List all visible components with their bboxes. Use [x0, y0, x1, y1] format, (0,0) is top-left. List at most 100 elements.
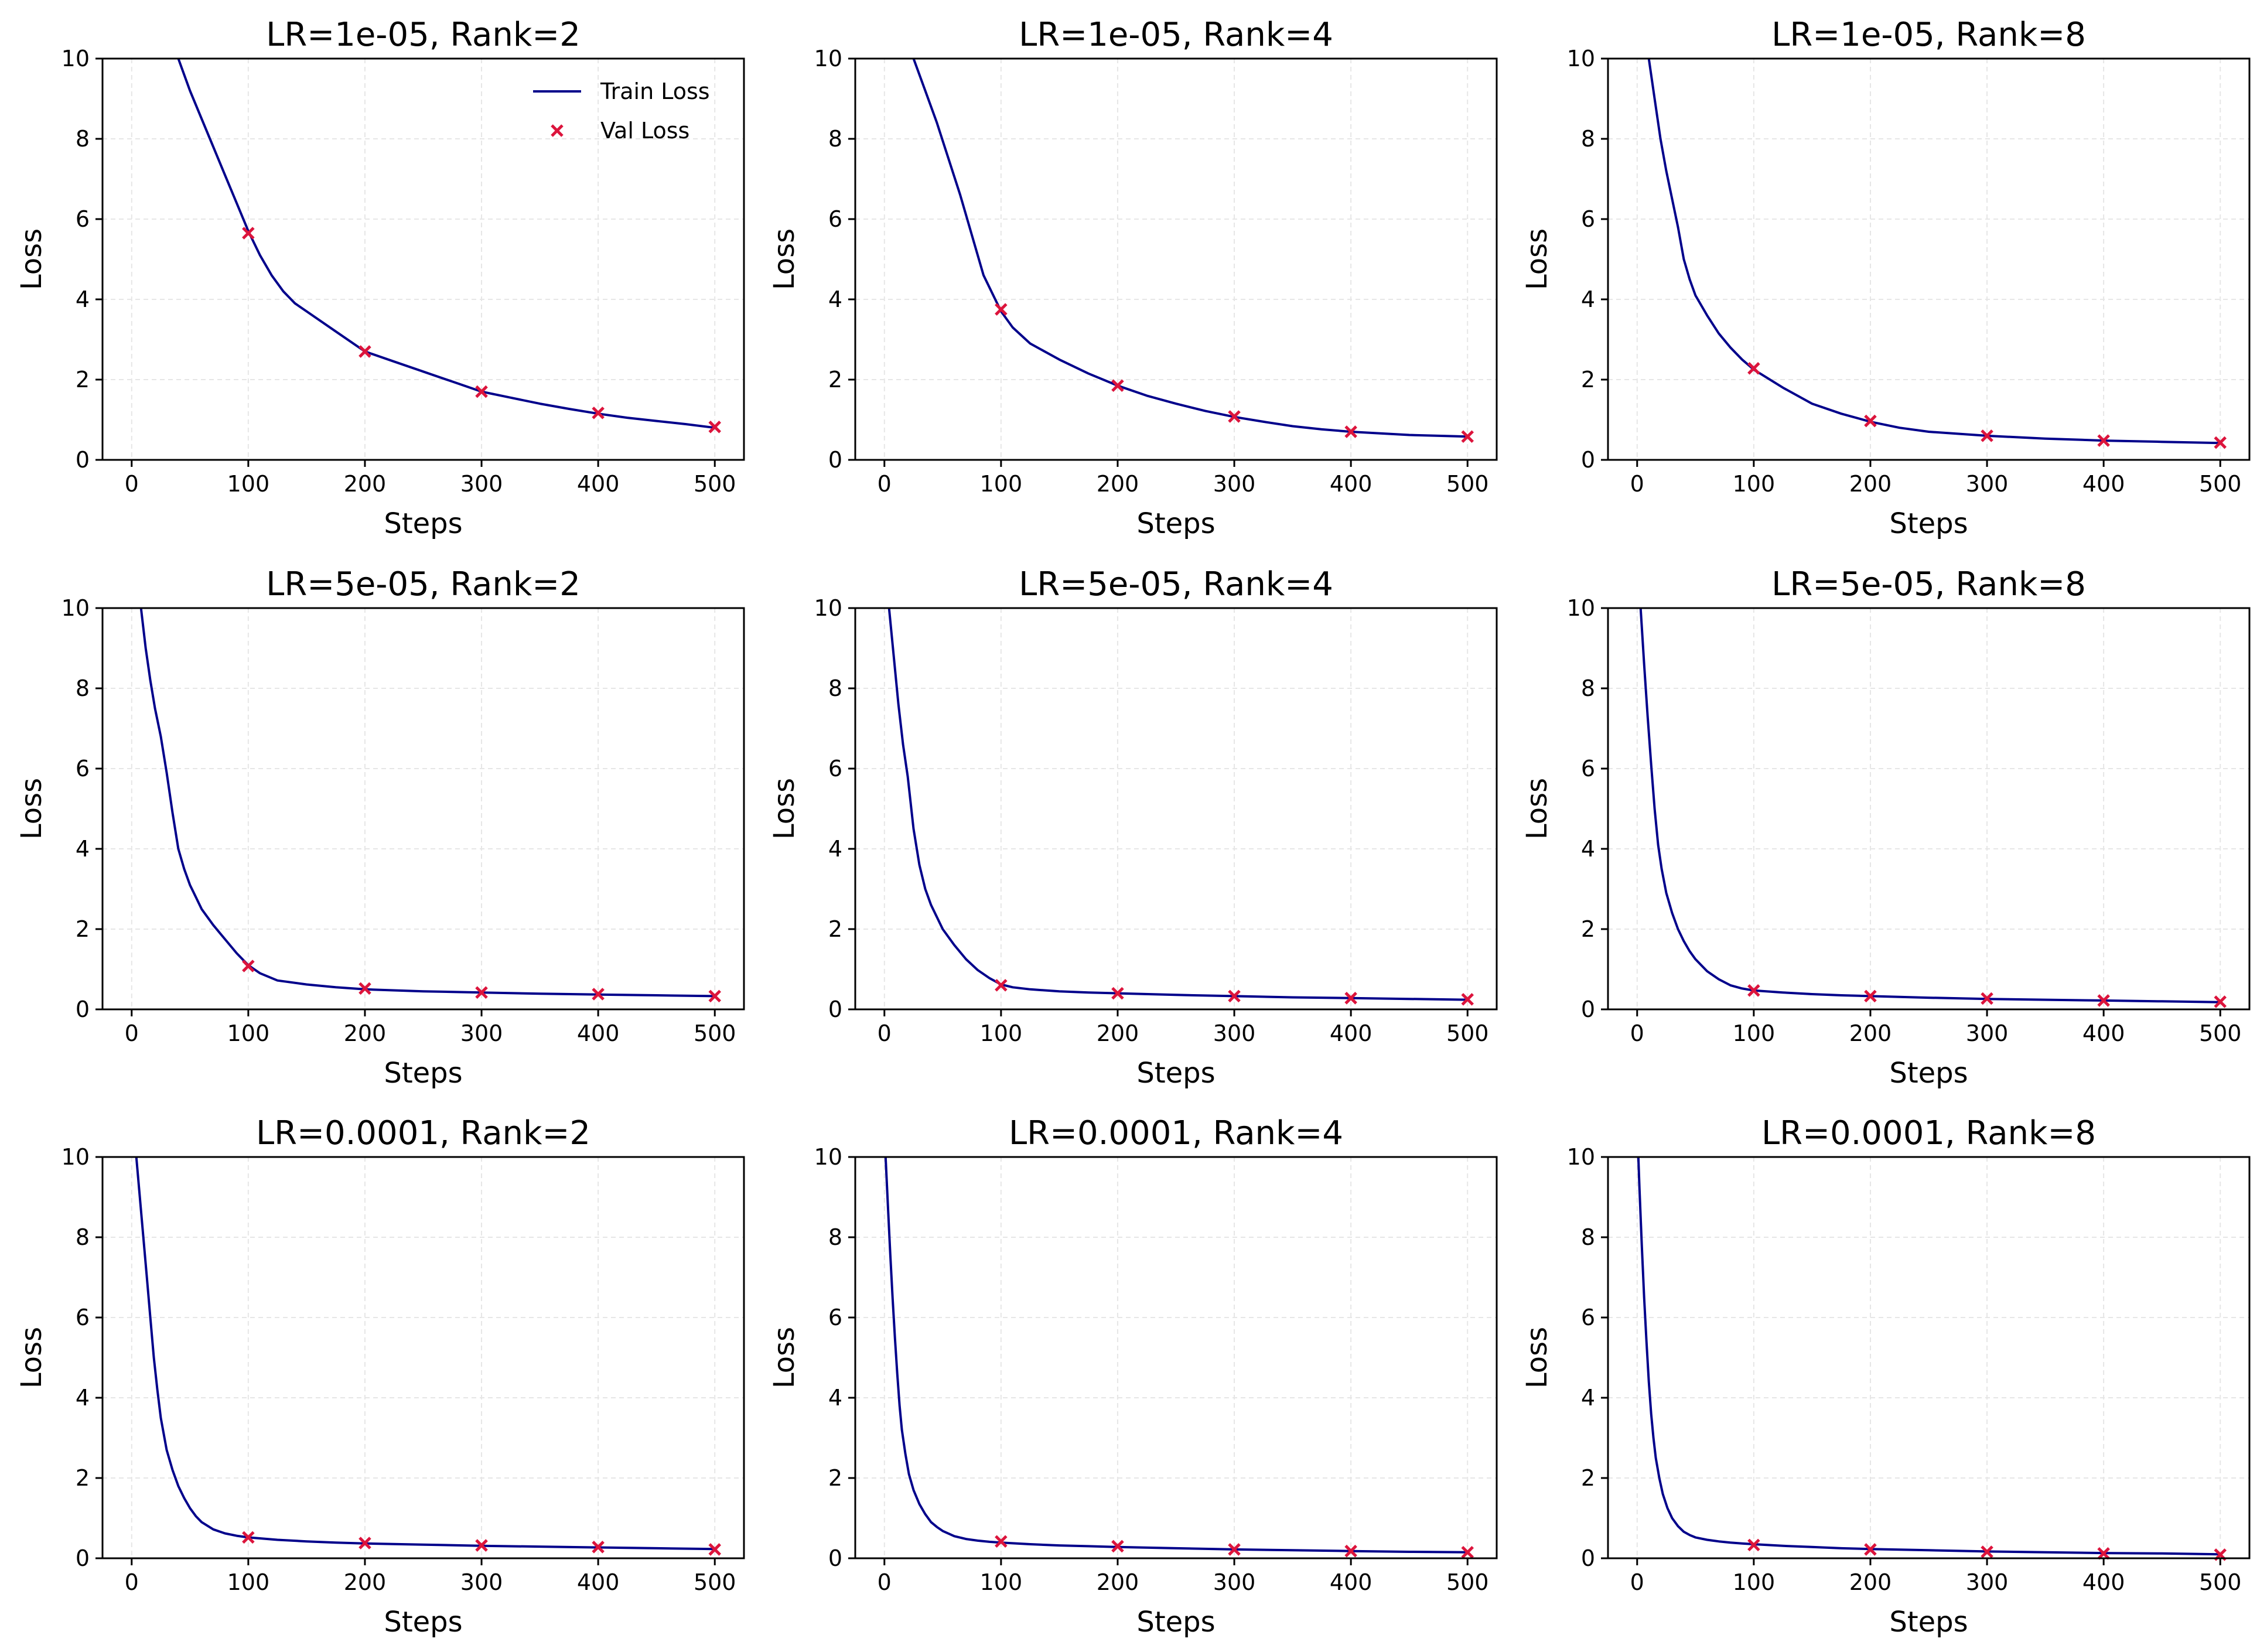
- x-tick-label: 100: [980, 1020, 1023, 1046]
- val-loss-point: [1111, 987, 1124, 1000]
- val-loss-marker-stroke: [1864, 989, 1877, 1003]
- x-axis-label: Steps: [1889, 1606, 1968, 1639]
- x-tick-label: 0: [125, 1020, 139, 1046]
- legend-val-marker-stroke: [551, 124, 564, 137]
- y-tick-label: 10: [62, 1144, 90, 1170]
- val-loss-point: [708, 421, 721, 434]
- y-tick-label: 4: [76, 1385, 90, 1411]
- y-tick-label: 4: [828, 836, 842, 862]
- x-tick-label: 0: [125, 1569, 139, 1595]
- x-tick-label: 400: [1330, 1569, 1373, 1595]
- val-loss-point: [1981, 992, 1993, 1005]
- x-tick-label: 0: [125, 471, 139, 497]
- subplot-title: LR=5e-05, Rank=2: [266, 565, 581, 603]
- y-tick-label: 4: [76, 286, 90, 312]
- val-loss-point: [1864, 1543, 1877, 1556]
- val-loss-marker-stroke: [475, 385, 488, 398]
- y-tick-label: 8: [1581, 675, 1595, 701]
- y-tick-label: 0: [828, 447, 842, 473]
- val-loss-marker-stroke: [1981, 1545, 1993, 1558]
- y-tick-label: 8: [76, 126, 90, 152]
- val-loss-marker-stroke: [1981, 429, 1993, 442]
- y-tick-label: 4: [828, 286, 842, 312]
- train-loss-line: [884, 1157, 1468, 1554]
- val-loss-point: [1111, 1540, 1124, 1553]
- x-tick-label: 500: [694, 471, 736, 497]
- val-loss-point: [2097, 1547, 2110, 1560]
- subplot-7: 0 100 200 300 400 500 0 2 4 6 8 10 LR=0.0001, Rank=4…: [768, 1114, 1498, 1639]
- y-tick-label: 4: [1581, 836, 1595, 862]
- y-axis-label: Loss: [15, 1327, 48, 1388]
- x-tick-label: 0: [1630, 1020, 1644, 1046]
- x-tick-label: 200: [344, 1569, 387, 1595]
- y-tick-label: 10: [814, 46, 842, 71]
- val-loss-marker-stroke: [1461, 1545, 1474, 1559]
- x-tick-label: 500: [1446, 471, 1489, 497]
- y-tick-label: 6: [828, 756, 842, 781]
- y-tick-label: 2: [76, 1465, 90, 1491]
- val-loss-marker-stroke: [359, 345, 371, 358]
- x-tick-label: 300: [460, 1020, 503, 1046]
- y-tick-label: 6: [1581, 206, 1595, 232]
- val-loss-marker-stroke: [1228, 410, 1241, 423]
- val-loss-marker-stroke: [242, 960, 255, 972]
- subplot-title: LR=1e-05, Rank=8: [1771, 16, 2086, 54]
- x-tick-label: 200: [1849, 1569, 1892, 1595]
- x-tick-label: 0: [1630, 1569, 1644, 1595]
- y-tick-label: 4: [1581, 1385, 1595, 1411]
- y-tick-label: 6: [76, 206, 90, 232]
- x-tick-label: 500: [2199, 471, 2242, 497]
- val-loss-point: [1747, 1538, 1760, 1552]
- train-loss-line: [139, 608, 715, 998]
- val-loss-point: [242, 227, 255, 240]
- val-loss-point: [1747, 362, 1760, 375]
- axes-frame: [854, 57, 1498, 461]
- subplot-2: 0 100 200 300 400 500 0 2 4 6 8 10 LR=1e-05, Rank=8 S…: [1521, 16, 2251, 540]
- y-tick-label: 10: [814, 595, 842, 621]
- x-tick-label: 100: [980, 471, 1023, 497]
- val-loss-marker-stroke: [242, 1531, 255, 1544]
- val-loss-marker-stroke: [1344, 992, 1357, 1005]
- train-loss-line: [1647, 59, 2221, 445]
- subplot-1: 0 100 200 300 400 500 0 2 4 6 8 10 LR=1e-05, Rank=4 S…: [768, 16, 1498, 540]
- val-loss-point: [995, 303, 1008, 316]
- train-loss-line: [1637, 1157, 2221, 1556]
- y-tick-label: 8: [828, 1224, 842, 1250]
- y-tick-label: 0: [1581, 996, 1595, 1022]
- val-loss-marker-stroke: [1864, 414, 1877, 428]
- val-loss-marker-stroke: [1111, 987, 1124, 1000]
- val-loss-marker-stroke: [2097, 1547, 2110, 1560]
- val-loss-marker-stroke: [1228, 989, 1241, 1003]
- val-loss-marker-stroke: [1461, 993, 1474, 1006]
- y-tick-label: 2: [828, 367, 842, 392]
- x-tick-label: 300: [1213, 471, 1256, 497]
- val-loss-marker-stroke: [1111, 379, 1124, 392]
- subplot-title: LR=0.0001, Rank=4: [1009, 1114, 1343, 1152]
- axes-frame: [101, 57, 745, 461]
- y-tick-label: 10: [1567, 1144, 1595, 1170]
- y-tick-label: 4: [1581, 286, 1595, 312]
- val-loss-point: [1864, 989, 1877, 1003]
- y-tick-label: 6: [1581, 1305, 1595, 1330]
- val-loss-marker-stroke: [1228, 1543, 1241, 1556]
- val-loss-marker-stroke: [2097, 434, 2110, 447]
- val-loss-marker-stroke: [1747, 1538, 1760, 1552]
- x-tick-label: 200: [344, 471, 387, 497]
- y-tick-label: 2: [828, 916, 842, 942]
- subplot-title: LR=5e-05, Rank=8: [1771, 565, 2086, 603]
- y-axis-label: Loss: [768, 778, 801, 839]
- val-loss-point: [2097, 434, 2110, 447]
- val-loss-marker-stroke: [1111, 1540, 1124, 1553]
- val-loss-marker-stroke: [1344, 1544, 1357, 1558]
- y-axis-label: Loss: [1521, 1327, 1554, 1388]
- subplot-title: LR=0.0001, Rank=2: [256, 1114, 590, 1152]
- y-tick-label: 0: [76, 996, 90, 1022]
- val-loss-point: [1344, 425, 1357, 438]
- val-loss-point: [708, 989, 721, 1003]
- x-tick-label: 100: [227, 1569, 270, 1595]
- axes-frame: [1607, 607, 2251, 1011]
- x-tick-label: 400: [1330, 471, 1373, 497]
- val-loss-marker-stroke: [1864, 1543, 1877, 1556]
- y-tick-label: 2: [1581, 916, 1595, 942]
- x-tick-label: 300: [460, 1569, 503, 1595]
